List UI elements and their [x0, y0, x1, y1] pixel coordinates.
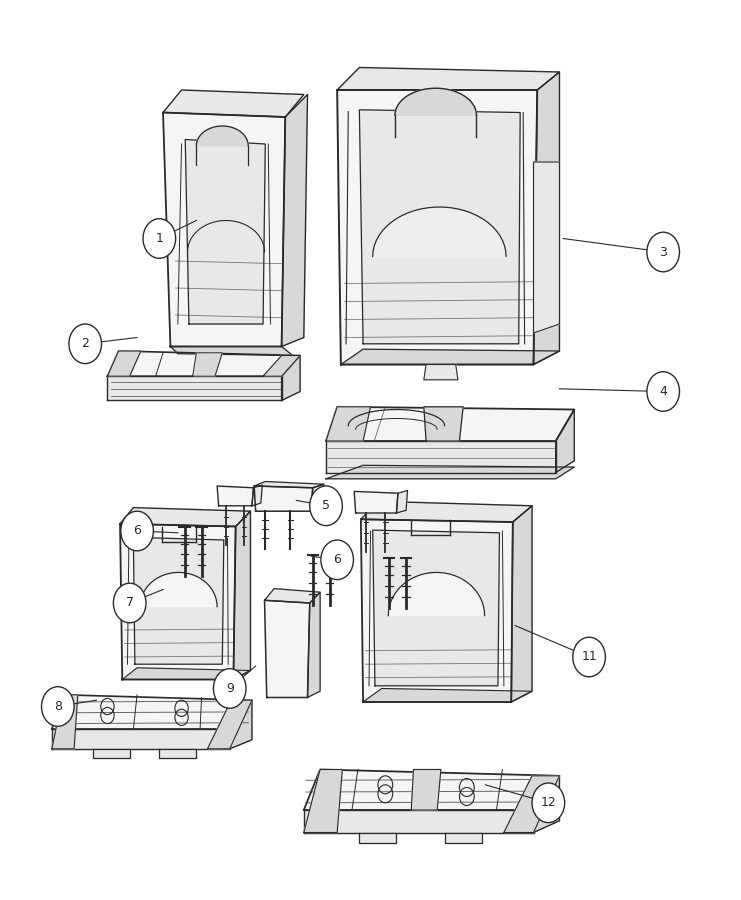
- Polygon shape: [196, 126, 248, 146]
- Polygon shape: [304, 810, 534, 832]
- Polygon shape: [193, 353, 222, 376]
- Text: 12: 12: [540, 796, 556, 809]
- Text: 5: 5: [322, 500, 330, 512]
- Polygon shape: [230, 700, 252, 749]
- Polygon shape: [233, 511, 250, 680]
- Polygon shape: [373, 530, 499, 686]
- Polygon shape: [424, 364, 458, 380]
- Text: 6: 6: [333, 554, 341, 566]
- Polygon shape: [52, 695, 78, 749]
- Polygon shape: [265, 600, 310, 698]
- Circle shape: [310, 486, 342, 526]
- Circle shape: [121, 511, 153, 551]
- Polygon shape: [445, 832, 482, 843]
- Polygon shape: [163, 112, 285, 346]
- Polygon shape: [185, 140, 265, 324]
- Text: 4: 4: [659, 385, 667, 398]
- Circle shape: [113, 583, 146, 623]
- Circle shape: [41, 687, 74, 726]
- Polygon shape: [122, 668, 250, 680]
- Polygon shape: [534, 162, 559, 333]
- Polygon shape: [311, 484, 324, 511]
- Polygon shape: [282, 94, 308, 346]
- Polygon shape: [504, 776, 559, 832]
- Polygon shape: [282, 356, 300, 400]
- Polygon shape: [396, 491, 408, 513]
- Polygon shape: [304, 770, 342, 832]
- Polygon shape: [534, 776, 559, 832]
- Text: 6: 6: [133, 525, 141, 537]
- Polygon shape: [326, 465, 574, 479]
- Polygon shape: [395, 88, 476, 115]
- Polygon shape: [107, 376, 282, 400]
- Polygon shape: [254, 482, 324, 488]
- Polygon shape: [337, 90, 537, 365]
- Polygon shape: [388, 572, 485, 616]
- Polygon shape: [133, 537, 224, 664]
- Polygon shape: [326, 441, 556, 472]
- Polygon shape: [170, 346, 293, 356]
- Text: 7: 7: [126, 597, 133, 609]
- Polygon shape: [359, 110, 520, 344]
- Polygon shape: [140, 572, 217, 607]
- Text: 2: 2: [82, 338, 89, 350]
- Polygon shape: [534, 72, 559, 364]
- Polygon shape: [511, 506, 532, 702]
- Polygon shape: [359, 832, 396, 843]
- Polygon shape: [411, 770, 441, 810]
- Polygon shape: [326, 407, 574, 441]
- Polygon shape: [252, 485, 262, 506]
- Polygon shape: [556, 410, 574, 472]
- Text: 11: 11: [581, 651, 597, 663]
- Polygon shape: [217, 486, 253, 506]
- Circle shape: [647, 232, 679, 272]
- Polygon shape: [363, 688, 532, 702]
- Polygon shape: [163, 90, 304, 117]
- Circle shape: [573, 637, 605, 677]
- Text: 3: 3: [659, 246, 667, 258]
- Circle shape: [647, 372, 679, 411]
- Polygon shape: [107, 351, 141, 376]
- Polygon shape: [326, 407, 370, 441]
- Polygon shape: [361, 519, 513, 702]
- Circle shape: [143, 219, 176, 258]
- Polygon shape: [337, 68, 559, 90]
- Text: 9: 9: [226, 682, 233, 695]
- Polygon shape: [308, 592, 320, 698]
- Text: 1: 1: [156, 232, 163, 245]
- Polygon shape: [120, 524, 236, 680]
- Text: 8: 8: [54, 700, 62, 713]
- Polygon shape: [107, 351, 300, 376]
- Polygon shape: [52, 695, 252, 729]
- Polygon shape: [52, 729, 230, 749]
- Polygon shape: [354, 491, 398, 513]
- Polygon shape: [263, 356, 300, 376]
- Polygon shape: [373, 207, 506, 256]
- Circle shape: [532, 783, 565, 823]
- Polygon shape: [304, 770, 559, 810]
- Polygon shape: [159, 749, 196, 758]
- Polygon shape: [424, 407, 463, 441]
- Circle shape: [321, 540, 353, 580]
- Polygon shape: [265, 589, 320, 603]
- Circle shape: [69, 324, 102, 364]
- Circle shape: [213, 669, 246, 708]
- Polygon shape: [93, 749, 130, 758]
- Polygon shape: [341, 349, 559, 364]
- Polygon shape: [120, 508, 250, 526]
- Polygon shape: [361, 501, 532, 522]
- Polygon shape: [207, 700, 252, 749]
- Polygon shape: [254, 486, 313, 511]
